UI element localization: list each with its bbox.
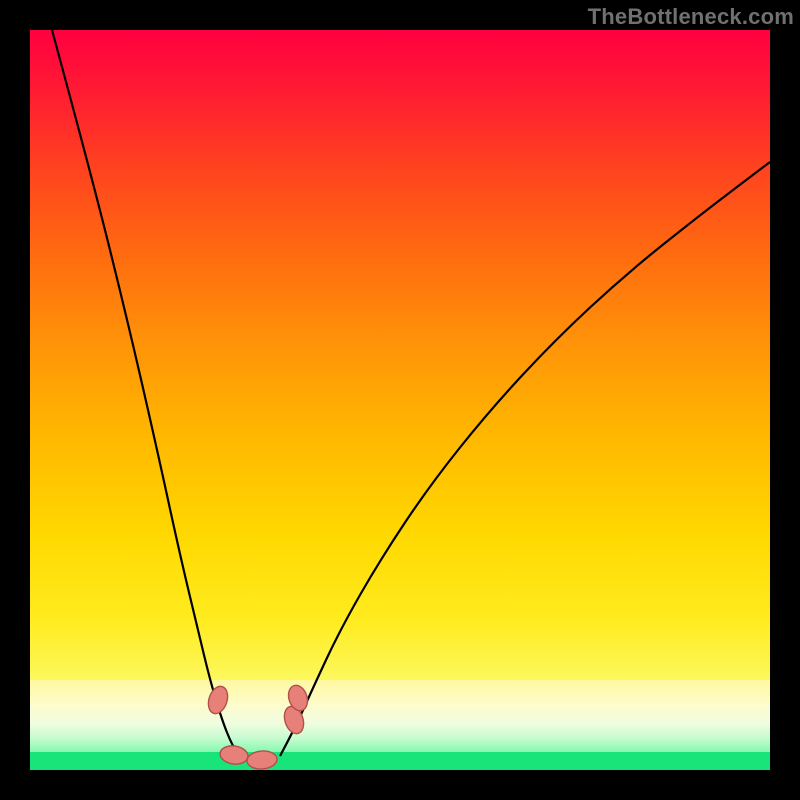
bottleneck-curve-plot: [0, 0, 800, 800]
figure-canvas: TheBottleneck.com: [0, 0, 800, 800]
light-transition-band: [30, 680, 770, 752]
gradient-background: [30, 30, 770, 770]
watermark-text: TheBottleneck.com: [588, 4, 794, 30]
green-baseline-strip: [30, 752, 770, 770]
